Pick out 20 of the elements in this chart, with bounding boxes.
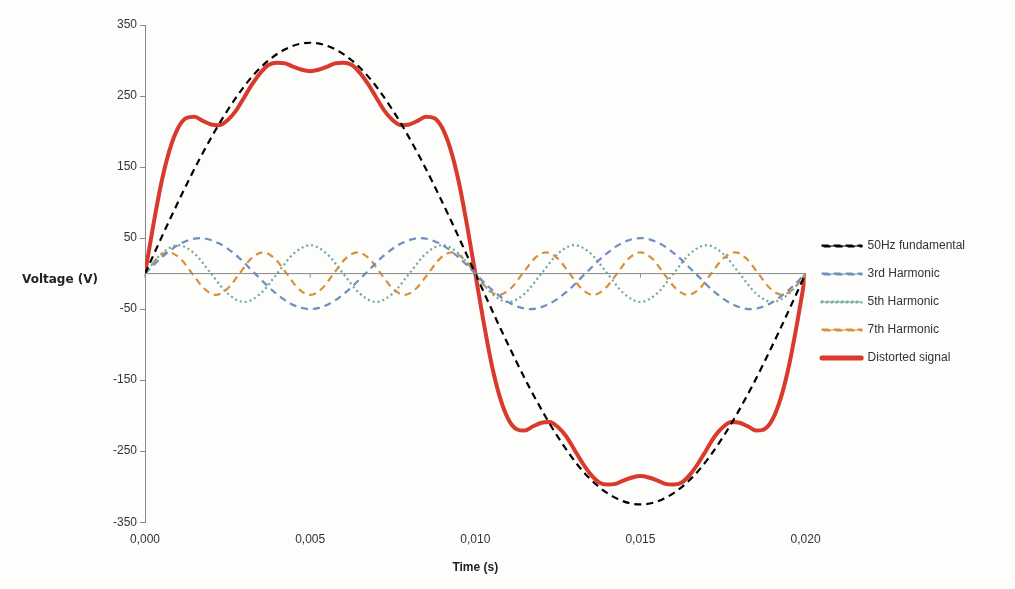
x-tick-label: 0,020 <box>790 531 821 546</box>
x-tick-label: 0,005 <box>295 531 326 546</box>
y-tick-label: 250 <box>116 88 138 103</box>
y-tick-label: -350 <box>112 514 138 529</box>
legend-label: 3rd Harmonic <box>867 266 940 281</box>
legend-label: 50Hz fundamental <box>867 238 966 253</box>
y-tick-label: -250 <box>112 443 138 458</box>
y-axis-title: Voltage (V) <box>22 272 98 286</box>
legend-label: 5th Harmonic <box>867 294 939 309</box>
x-tick-label: 0,000 <box>130 531 161 546</box>
x-axis-title: Time (s) <box>452 560 499 575</box>
y-tick-label: -150 <box>112 372 138 387</box>
y-tick-label: -50 <box>119 301 138 316</box>
x-tick-label: 0,010 <box>460 531 491 546</box>
x-tick-label: 0,015 <box>625 531 656 546</box>
legend-label: Distorted signal <box>867 350 951 365</box>
y-tick-label: 50 <box>123 230 138 245</box>
legend-label: 7th Harmonic <box>867 322 939 337</box>
y-tick-label: 350 <box>116 17 138 32</box>
y-tick-label: 150 <box>116 159 138 174</box>
